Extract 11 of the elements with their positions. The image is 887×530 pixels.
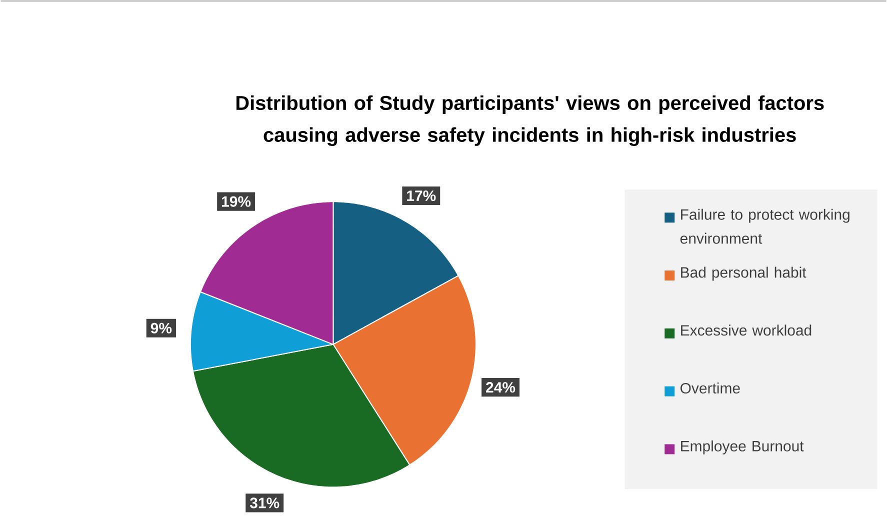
data-label: 19% <box>222 196 251 207</box>
legend-label: Bad personal habit <box>681 266 806 281</box>
data-label: 17% <box>407 190 436 201</box>
legend-label: Overtime <box>680 382 740 394</box>
data-label: 24% <box>486 382 516 393</box>
chart-title: Distribution of Study participants' views on perceived factors causing adverse safety incidents in high-risk industries <box>236 95 824 146</box>
legend-label: Employee Burnout <box>681 440 804 454</box>
legend-label: Excessive workload <box>681 324 812 336</box>
legend-label: Failure to protect working environment <box>680 208 850 244</box>
data-label: 9% <box>150 322 172 334</box>
data-label: 31% <box>250 498 280 508</box>
